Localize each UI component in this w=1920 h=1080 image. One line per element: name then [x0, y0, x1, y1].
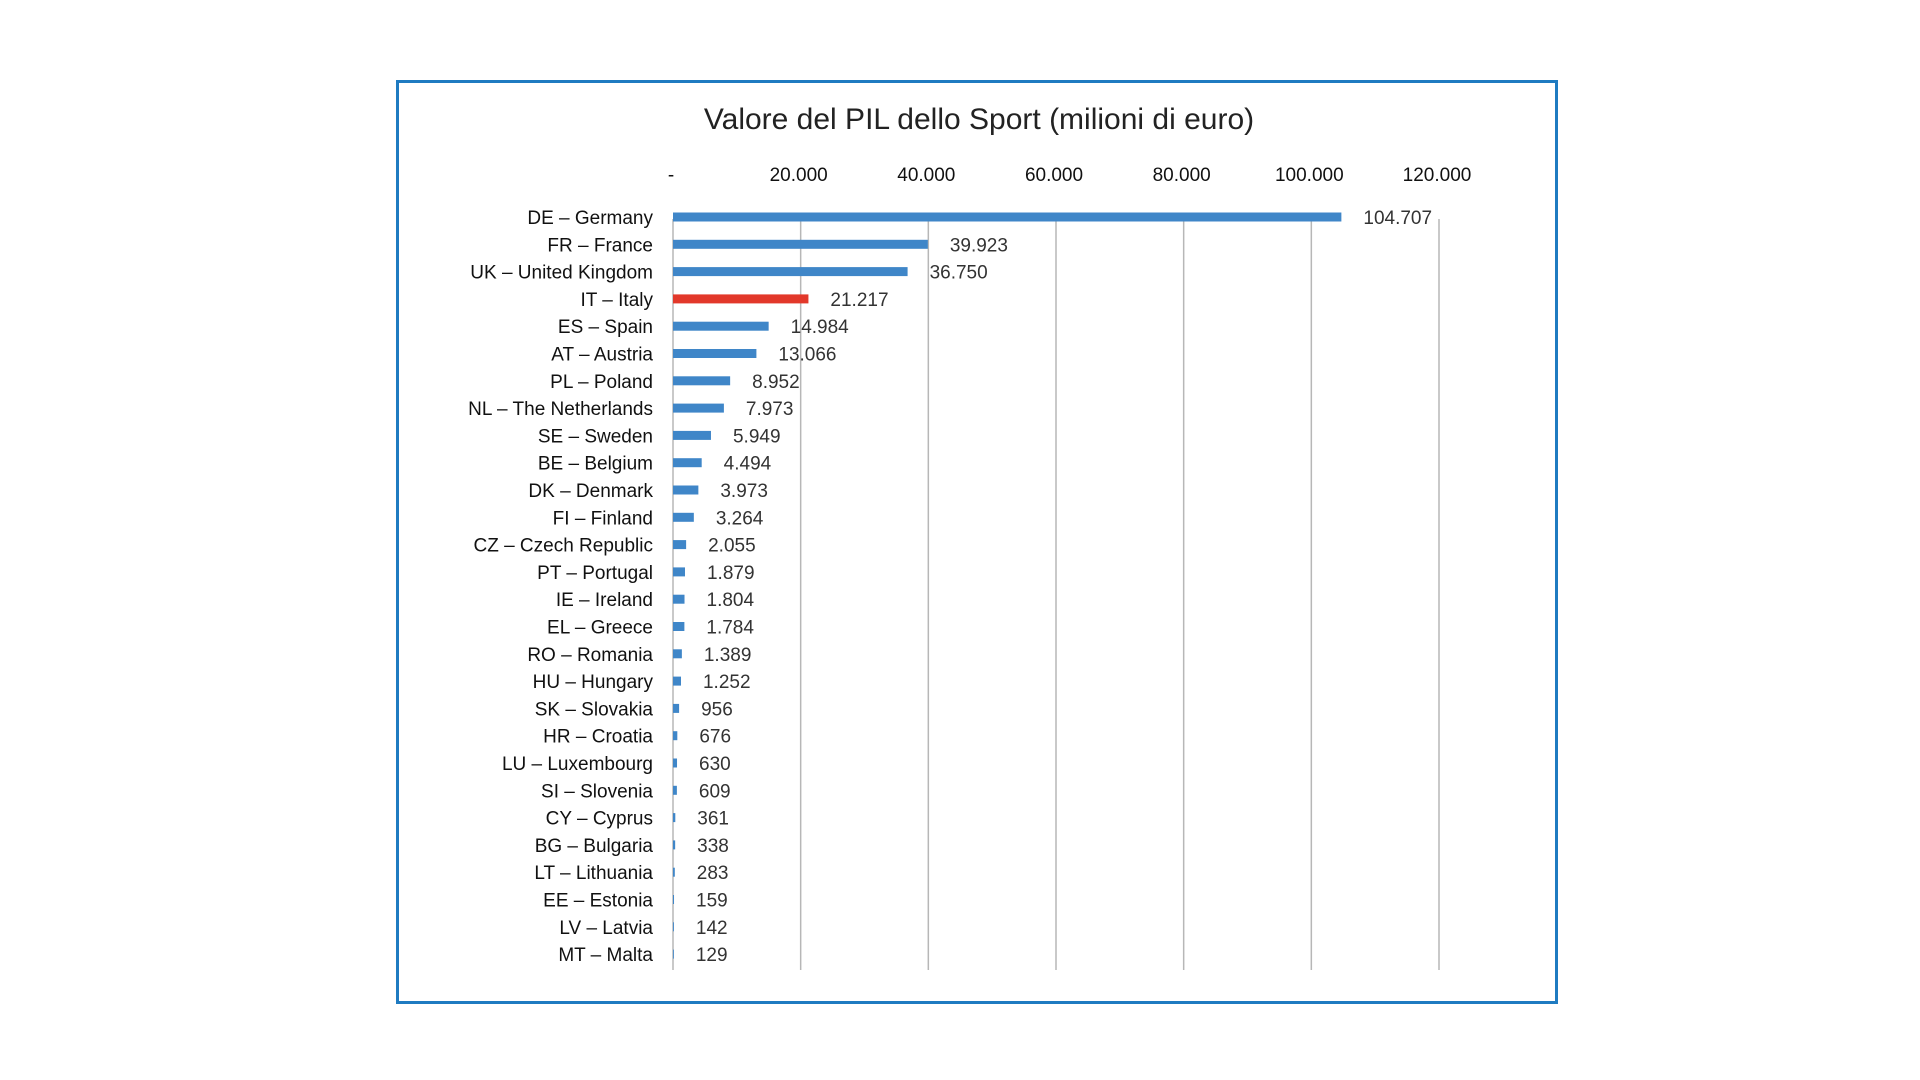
bar: [673, 239, 928, 249]
category-label: CY – Cyprus: [546, 809, 653, 830]
bar: [673, 321, 769, 331]
value-labels: 104.707 39.923 36.750 21.217 14.984 13.066 8.9…: [696, 208, 1432, 966]
x-tick-label: 120.000: [1403, 165, 1472, 186]
category-label: LU – Luxembourg: [502, 754, 653, 775]
bar: [673, 758, 678, 768]
value-label: 7.973: [746, 399, 794, 420]
category-label: PL – Poland: [550, 372, 653, 393]
value-label: 338: [697, 836, 729, 857]
bar: [673, 895, 675, 904]
value-label: 1.879: [707, 563, 755, 584]
category-label: LT – Lithuania: [534, 863, 653, 884]
bar: [673, 922, 674, 932]
category-label: MT – Malta: [558, 945, 653, 966]
category-label: CZ – Czech Republic: [473, 536, 653, 557]
bar: [673, 867, 675, 877]
bars: [673, 212, 1342, 959]
value-label: 5.949: [733, 426, 781, 447]
category-label: BE – Belgium: [538, 454, 653, 475]
grid-lines: [672, 219, 1440, 970]
category-label: FR – France: [547, 235, 653, 256]
value-label: 159: [696, 891, 728, 912]
category-label: ES – Spain: [558, 317, 653, 338]
category-label: RO – Romania: [527, 645, 653, 666]
chart-frame: Valore del PIL dello Sport (milioni di e…: [396, 80, 1558, 1004]
category-label: UK – United Kingdom: [470, 263, 653, 284]
category-label: NL – The Netherlands: [468, 399, 653, 420]
bar: [673, 949, 674, 959]
value-label: 13.066: [778, 345, 836, 366]
bar: [673, 512, 694, 522]
bar: [673, 458, 702, 468]
bar: [673, 731, 678, 741]
value-label: 36.750: [930, 263, 988, 284]
value-label: 361: [697, 809, 729, 830]
value-label: 1.804: [707, 590, 755, 611]
bar: [673, 267, 908, 277]
value-label: 1.784: [706, 618, 754, 639]
category-label: LV – Latvia: [559, 918, 653, 939]
chart-title: Valore del PIL dello Sport (milioni di e…: [704, 103, 1254, 136]
bar: [673, 540, 687, 550]
value-label: 104.707: [1363, 208, 1432, 229]
category-label: SI – Slovenia: [541, 781, 653, 802]
bar: [673, 403, 724, 413]
category-label: EL – Greece: [547, 618, 653, 639]
value-label: 1.252: [703, 672, 751, 693]
bar: [673, 785, 677, 795]
category-label: HR – Croatia: [543, 727, 653, 748]
value-label: 630: [699, 754, 731, 775]
x-axis-ticks: - 20.000 40.000 60.000 80.000 100.000 120.000: [668, 165, 1472, 186]
value-label: 2.055: [708, 536, 756, 557]
x-tick-label: -: [668, 165, 674, 186]
category-label: AT – Austria: [551, 345, 653, 366]
category-label: IT – Italy: [580, 290, 653, 311]
value-label: 956: [701, 699, 733, 720]
x-tick-label: 100.000: [1275, 165, 1344, 186]
value-label: 676: [699, 727, 731, 748]
value-label: 8.952: [752, 372, 800, 393]
bar-chart: Valore del PIL dello Sport (milioni di e…: [468, 103, 1472, 970]
bar: [673, 622, 685, 631]
value-label: 14.984: [791, 317, 850, 338]
bar: [673, 212, 1342, 222]
category-labels: DE – Germany FR – France UK – United Kingd…: [468, 208, 653, 966]
value-label: 283: [697, 863, 729, 884]
bar: [673, 485, 699, 495]
bar: [673, 349, 757, 358]
category-label: SE – Sweden: [538, 426, 653, 447]
value-label: 1.389: [704, 645, 752, 666]
bar: [673, 567, 685, 577]
bar: [673, 376, 731, 386]
category-label: EE – Estonia: [543, 891, 653, 912]
value-label: 39.923: [950, 235, 1008, 256]
bar: [673, 840, 676, 850]
value-label: 3.973: [720, 481, 768, 502]
category-label: DE – Germany: [527, 208, 653, 229]
value-label: 142: [696, 918, 728, 939]
value-label: 4.494: [724, 454, 772, 475]
bar: [673, 813, 676, 823]
value-label: 3.264: [716, 508, 764, 529]
bar: [673, 294, 809, 304]
bar: [673, 430, 711, 440]
x-tick-label: 80.000: [1153, 165, 1211, 186]
x-tick-label: 60.000: [1025, 165, 1083, 186]
category-label: BG – Bulgaria: [535, 836, 654, 857]
x-tick-label: 40.000: [897, 165, 955, 186]
value-label: 21.217: [830, 290, 888, 311]
value-label: 609: [699, 781, 731, 802]
x-tick-label: 20.000: [770, 165, 828, 186]
category-label: HU – Hungary: [533, 672, 654, 693]
category-label: FI – Finland: [553, 508, 653, 529]
bar: [673, 676, 681, 686]
value-label: 129: [696, 945, 728, 966]
category-label: DK – Denmark: [528, 481, 653, 502]
bar: [673, 703, 680, 713]
bar: [673, 649, 682, 659]
category-label: PT – Portugal: [537, 563, 653, 584]
category-label: IE – Ireland: [556, 590, 653, 611]
category-label: SK – Slovakia: [535, 699, 654, 720]
bar: [673, 594, 685, 604]
